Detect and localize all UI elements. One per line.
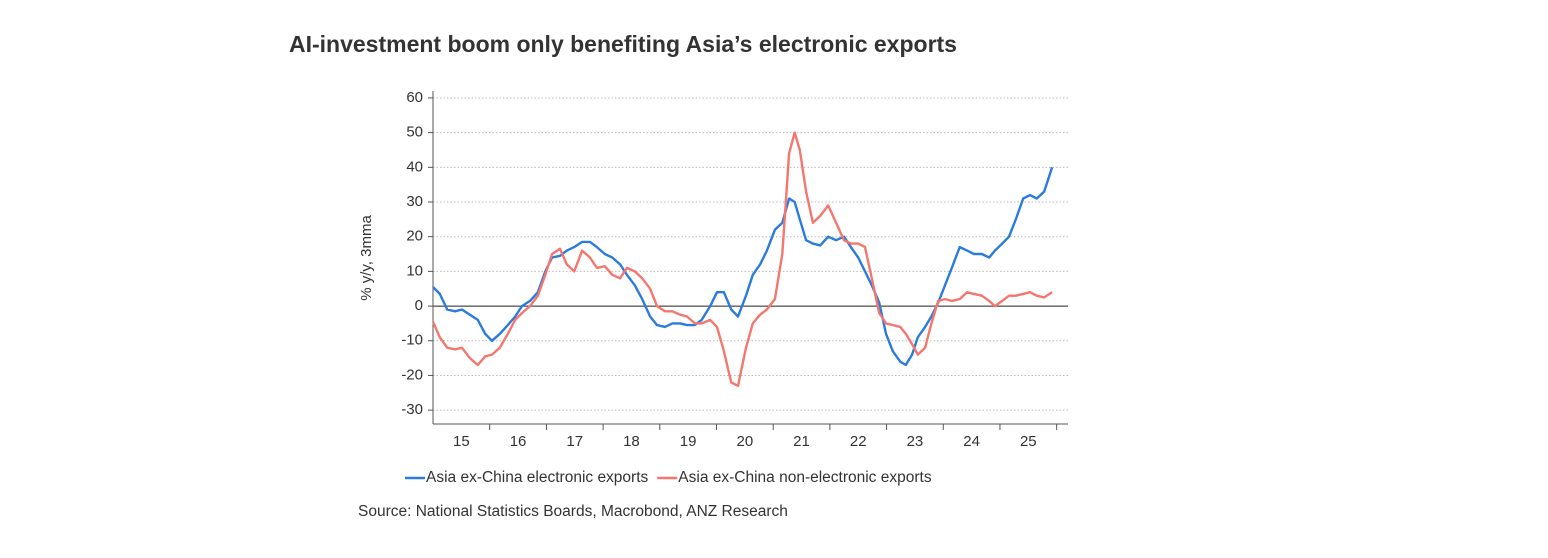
y-tick-label: -20 [401, 366, 423, 383]
x-tick-label: 19 [680, 433, 697, 450]
x-tick-label: 23 [907, 433, 924, 450]
y-tick-label: 60 [406, 89, 423, 106]
x-tick-label: 16 [510, 433, 527, 450]
x-tick-label: 15 [453, 433, 470, 450]
y-tick-label: 50 [406, 124, 423, 141]
x-tick-label: 25 [1020, 433, 1037, 450]
y-tick-label: -10 [401, 332, 423, 349]
y-tick-label: 20 [406, 228, 423, 245]
series-line [431, 131, 1053, 387]
y-tick-label: 0 [415, 297, 423, 314]
y-tick-label: -30 [401, 401, 423, 418]
chart-title: AI-investment boom only benefiting Asia’… [289, 31, 957, 57]
y-tick-label: 10 [406, 262, 423, 279]
source-note: Source: National Statistics Boards, Macr… [358, 503, 788, 520]
x-tick-label: 22 [850, 433, 867, 450]
series-line [432, 166, 1054, 367]
x-tick-label: 17 [566, 433, 583, 450]
legend-label: Asia ex-China electronic exports [426, 469, 649, 486]
y-tick-label: 30 [406, 193, 423, 210]
legend-label: Asia ex-China non-electronic exports [678, 469, 932, 486]
x-tick-label: 20 [736, 433, 753, 450]
y-tick-label: 40 [406, 158, 423, 175]
x-tick-label: 21 [793, 433, 810, 450]
y-axis-label: % y/y, 3mma [358, 215, 375, 301]
x-tick-label: 18 [623, 433, 640, 450]
x-tick-label: 24 [963, 433, 980, 450]
